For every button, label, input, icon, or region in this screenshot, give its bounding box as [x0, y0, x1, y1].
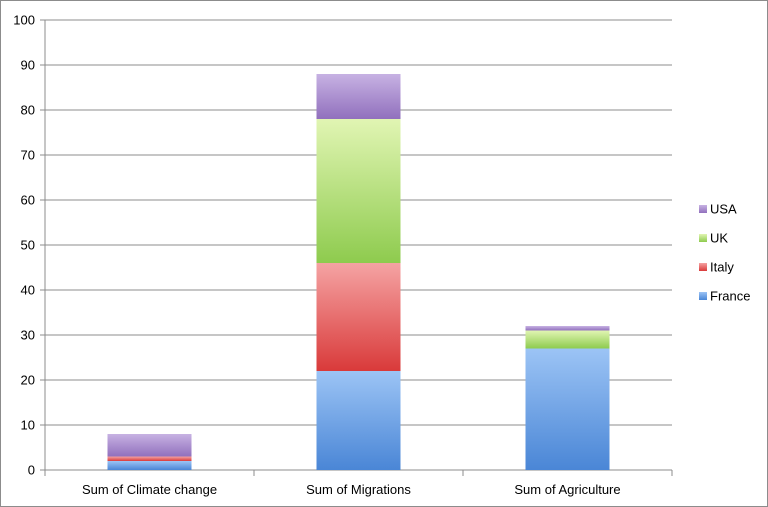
bar-sum-of-migrations-usa [316, 74, 401, 119]
legend-swatch-usa [699, 205, 707, 213]
y-tick-label-20: 20 [21, 373, 35, 388]
legend-label-uk: UK [710, 231, 728, 246]
bar-sum-of-agriculture-usa [525, 326, 610, 331]
bar-sum-of-migrations-uk [316, 119, 401, 263]
y-tick-label-50: 50 [21, 238, 35, 253]
x-tick-label-sum-of-agriculture: Sum of Agriculture [514, 482, 620, 497]
legend-label-italy: Italy [710, 260, 734, 275]
y-tick-label-40: 40 [21, 283, 35, 298]
y-tick-label-30: 30 [21, 328, 35, 343]
legend: USA UK Italy France [699, 202, 750, 304]
bar-sum-of-migrations-italy [316, 263, 401, 371]
x-axis: Sum of Climate change Sum of Migrations Su… [44, 469, 673, 497]
bar-sum-of-agriculture-france [525, 348, 610, 470]
legend-label-france: France [710, 289, 750, 304]
bar-sum-of-climate-change-usa [107, 434, 192, 457]
y-tick-label-10: 10 [21, 418, 35, 433]
y-tick-label-60: 60 [21, 193, 35, 208]
x-tick-label-sum-of-climate-change: Sum of Climate change [82, 482, 217, 497]
legend-swatch-france [699, 292, 707, 300]
y-axis: 0 10 20 30 40 50 60 70 80 90 100 [13, 13, 46, 478]
legend-swatch-uk [699, 234, 707, 242]
bar-sum-of-climate-change-italy [107, 456, 192, 461]
bars [107, 74, 610, 470]
y-tick-label-70: 70 [21, 148, 35, 163]
bar-sum-of-agriculture-uk [525, 330, 610, 349]
y-tick-label-0: 0 [28, 463, 35, 478]
legend-swatch-italy [699, 263, 707, 271]
y-tick-label-90: 90 [21, 58, 35, 73]
x-tick-label-sum-of-migrations: Sum of Migrations [306, 482, 411, 497]
bar-sum-of-climate-change-france [107, 461, 192, 470]
y-tick-label-100: 100 [13, 13, 35, 28]
y-tick-label-80: 80 [21, 103, 35, 118]
legend-label-usa: USA [710, 202, 737, 217]
bar-sum-of-migrations-france [316, 371, 401, 470]
